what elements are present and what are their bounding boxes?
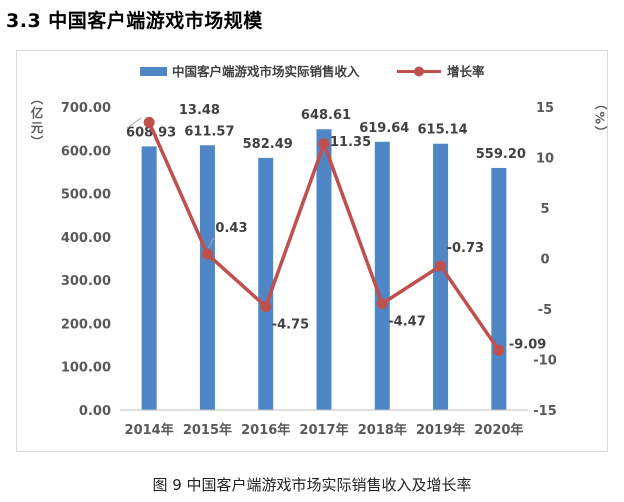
y-left-tick-label: 0.00 xyxy=(79,404,111,419)
y-left-tick-label: 200.00 xyxy=(61,317,111,332)
growth-point-2015年 xyxy=(201,248,213,260)
bar-2020年 xyxy=(491,167,507,410)
y-left-tick-label: 500.00 xyxy=(61,188,111,203)
y-right-ticks: -15 -10 -5 0 5 10 15 xyxy=(533,101,557,419)
section-title: 3.3 中国客户端游戏市场规模 xyxy=(6,10,263,32)
bar-value-label: 559.20 xyxy=(476,147,526,162)
x-tick-label: 2018年 xyxy=(358,422,407,438)
legend-bar-label: 中国客户端游戏市场实际销售收入 xyxy=(172,64,360,79)
bar-2015年 xyxy=(199,145,215,410)
growth-value-label: 0.43 xyxy=(215,221,247,236)
bar-2014年 xyxy=(141,146,157,411)
bar-2018年 xyxy=(374,141,390,410)
legend-bar-swatch xyxy=(140,67,167,76)
y-right-tick-label: 15 xyxy=(536,101,554,116)
chart-frame xyxy=(16,50,608,452)
bar-2016年 xyxy=(258,157,274,410)
y-left-tick-label: 400.00 xyxy=(61,231,111,246)
growth-point-2020年 xyxy=(493,344,505,356)
growth-line xyxy=(143,116,505,356)
y-left-tick-label: 100.00 xyxy=(61,361,111,376)
x-tick-label: 2014年 xyxy=(125,422,174,438)
bar-value-label: 615.14 xyxy=(417,123,467,138)
growth-value-label: 11.35 xyxy=(330,135,371,150)
x-tick-labels: 2014年 2015年 2016年 2017年 2018年 2019年 2020年 xyxy=(125,422,524,438)
growth-point-2018年 xyxy=(376,298,388,310)
growth-point-2019年 xyxy=(435,260,447,272)
y-left-ticks: 0.00 100.00 200.00 300.00 400.00 500.00 600.00… xyxy=(61,101,111,419)
y-left-tick-label: 700.00 xyxy=(61,101,111,116)
bar-2017年 xyxy=(316,129,332,411)
legend-line-marker xyxy=(414,66,424,77)
growth-point-2014年 xyxy=(143,116,155,128)
growth-point-2016年 xyxy=(260,300,272,312)
bar-value-label: 608.93 xyxy=(126,125,176,140)
bar-2019年 xyxy=(433,143,449,411)
x-tick-label: 2020年 xyxy=(474,422,523,438)
x-tick-label: 2016年 xyxy=(241,422,290,438)
bar-value-label: 582.49 xyxy=(243,137,293,152)
y-right-tick-label: -10 xyxy=(533,354,557,369)
y-right-tick-label: 0 xyxy=(540,253,549,268)
bars xyxy=(141,129,507,411)
bar-value-label: 619.64 xyxy=(359,121,409,136)
y-left-tick-label: 600.00 xyxy=(61,144,111,159)
leader-line xyxy=(207,237,214,249)
figure-caption: 图 9 中国客户端游戏市场实际销售收入及增长率 xyxy=(152,476,472,494)
y-right-tick-label: -15 xyxy=(533,404,557,419)
x-tick-label: 2017年 xyxy=(299,422,348,438)
growth-data-labels: 13.48 0.43 -4.75 11.35 -4.47 -0.73 -9.09 xyxy=(126,103,546,352)
x-tick-label: 2019年 xyxy=(416,422,465,438)
y-right-unit-label: （%） xyxy=(593,97,608,141)
revenue-growth-chart: 中国客户端游戏市场实际销售收入 增长率 （亿元） （%） 0.00 100.00 2… xyxy=(29,64,608,438)
growth-point-2017年 xyxy=(318,138,330,150)
y-left-tick-label: 300.00 xyxy=(61,274,111,289)
legend-line-label: 增长率 xyxy=(447,64,485,79)
growth-value-label: -4.47 xyxy=(388,315,425,330)
y-left-unit-label: （亿元） xyxy=(29,92,44,150)
y-right-tick-label: 10 xyxy=(536,152,554,167)
leader-line xyxy=(126,117,142,129)
growth-value-label: -0.73 xyxy=(447,241,484,256)
y-right-tick-label: 5 xyxy=(540,202,549,217)
y-right-tick-label: -5 xyxy=(538,303,552,318)
bar-value-label: 611.57 xyxy=(184,124,234,139)
bar-data-labels: 608.93 611.57 582.49 648.61 619.64 615.14 559.… xyxy=(126,108,526,162)
growth-value-label: 13.48 xyxy=(179,103,220,118)
growth-value-label: -9.09 xyxy=(509,337,546,352)
x-tick-label: 2015年 xyxy=(183,422,232,438)
legend: 中国客户端游戏市场实际销售收入 增长率 xyxy=(140,64,485,79)
growth-value-label: -4.75 xyxy=(272,317,309,332)
bar-value-label: 648.61 xyxy=(301,108,351,123)
